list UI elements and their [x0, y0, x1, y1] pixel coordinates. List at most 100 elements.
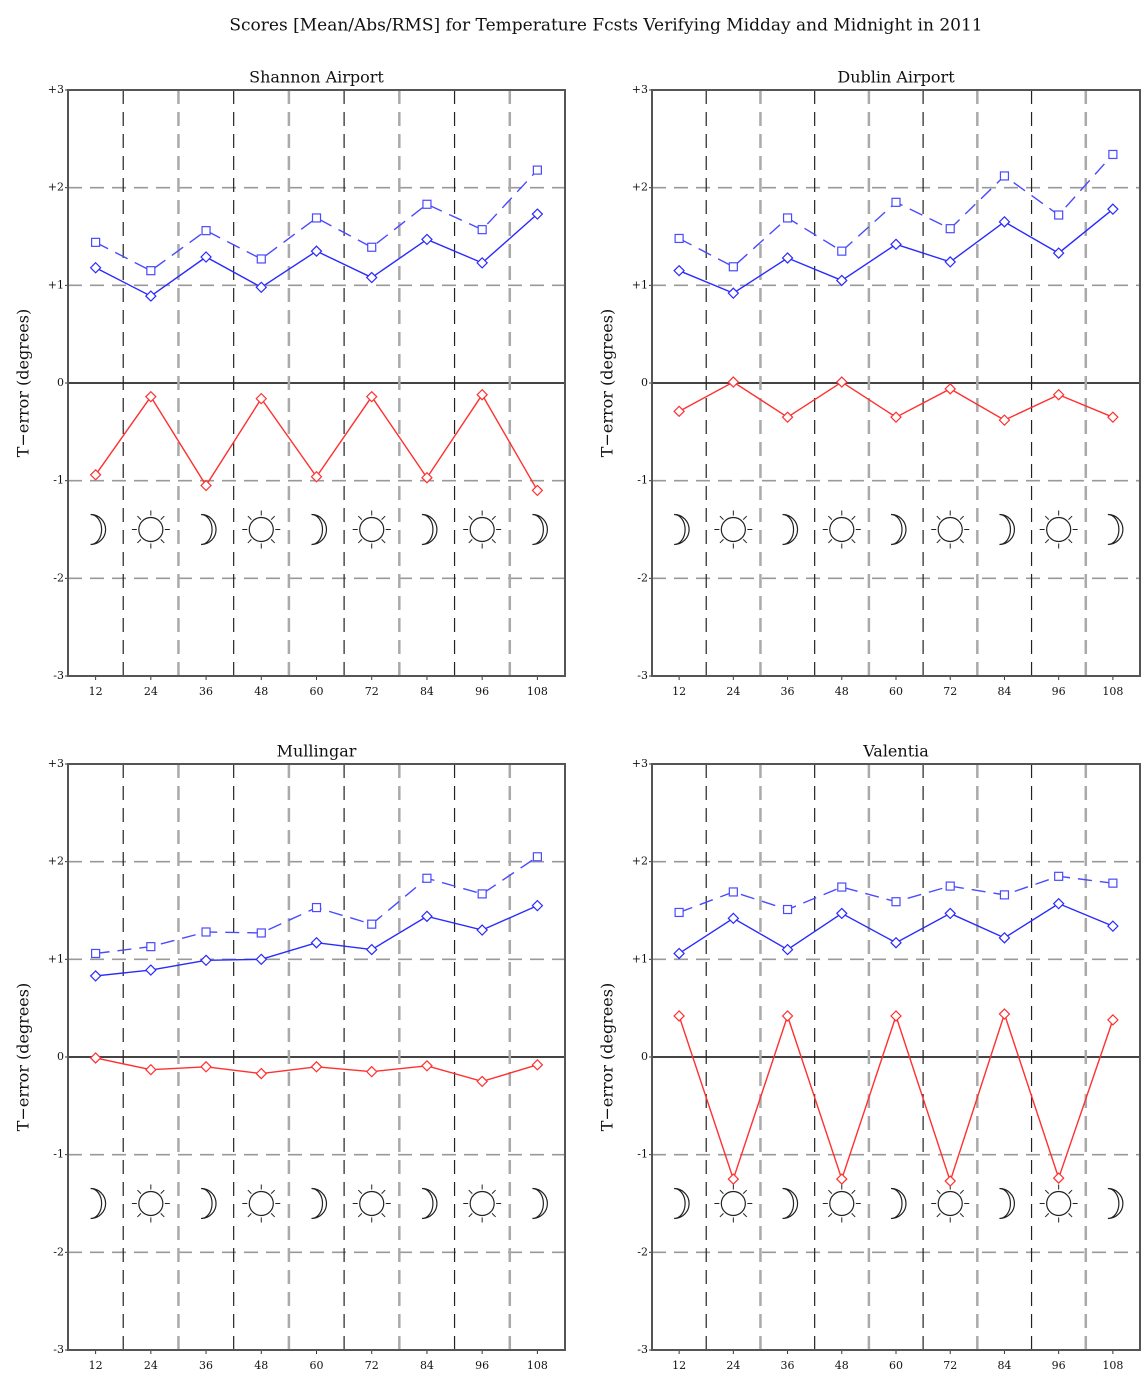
- marker: [835, 1173, 848, 1185]
- x-tick-label: 60: [889, 1359, 903, 1372]
- marker: [674, 907, 684, 918]
- marker: [781, 411, 794, 424]
- marker: [673, 947, 685, 960]
- series-line: [678, 1011, 1114, 1184]
- marker: [531, 899, 544, 912]
- sun-icon: [829, 1190, 855, 1217]
- moon-icon: [1107, 513, 1124, 546]
- marker: [89, 261, 102, 274]
- marker: [311, 213, 322, 223]
- marker: [89, 1052, 102, 1064]
- sun-ray: [851, 515, 856, 520]
- sun-ray: [936, 1213, 941, 1218]
- sun-ray: [270, 539, 276, 544]
- y-tick-label: -3: [637, 669, 648, 682]
- panel: Valentia T−error (degrees) +3 +2 +1 0 -1 -2 -3 12…: [598, 742, 1141, 1372]
- marker: [421, 233, 433, 246]
- x-tick-label: 96: [475, 685, 489, 698]
- marker: [999, 890, 1010, 900]
- y-tick-label: -1: [53, 474, 64, 487]
- panel: Mullingar T−error (degrees) +3 +2 +1 0 -1 -2 -3 1…: [14, 742, 566, 1372]
- marker: [200, 954, 212, 967]
- marker: [531, 484, 544, 497]
- marker: [146, 942, 156, 952]
- marker: [367, 919, 377, 929]
- sun-icon: [138, 516, 164, 543]
- sun-ray: [137, 1189, 142, 1194]
- marker: [255, 953, 268, 966]
- sun-ray: [160, 1189, 165, 1194]
- sun-ray: [959, 1189, 965, 1194]
- x-tick-label: 12: [672, 685, 686, 698]
- marker: [365, 1065, 378, 1078]
- x-tick-label: 72: [943, 685, 957, 698]
- x-tick-label: 48: [835, 1359, 849, 1372]
- marker: [944, 907, 957, 920]
- marker: [945, 224, 955, 234]
- sun-ray: [357, 1213, 363, 1218]
- y-tick-label: 0: [641, 376, 648, 389]
- sun-ray: [936, 539, 941, 544]
- marker: [1108, 878, 1118, 888]
- marker: [477, 225, 487, 235]
- moon-icon: [90, 1187, 107, 1220]
- marker: [782, 213, 793, 223]
- marker: [944, 383, 957, 395]
- sun-ray: [742, 1213, 748, 1218]
- y-tick-label: +2: [48, 181, 64, 194]
- marker: [255, 1067, 268, 1080]
- sun-ray: [381, 515, 386, 520]
- x-tick-label: 12: [672, 1359, 686, 1372]
- marker: [1054, 871, 1064, 881]
- sun-icon: [359, 516, 385, 543]
- marker: [1108, 149, 1118, 160]
- marker: [146, 266, 156, 276]
- moon-icon: [782, 1187, 799, 1220]
- x-tick-label: 96: [1052, 685, 1066, 698]
- sun-ray: [827, 539, 833, 544]
- moon-icon: [532, 1187, 548, 1220]
- sun-icon: [937, 516, 963, 543]
- marker: [999, 171, 1010, 181]
- y-axis-label: T−error (degrees): [14, 309, 33, 457]
- marker: [1107, 203, 1119, 216]
- sun-ray: [491, 515, 496, 520]
- sun-ray: [827, 1189, 833, 1194]
- sun-ray: [851, 539, 856, 544]
- marker: [367, 242, 377, 252]
- marker: [944, 256, 957, 268]
- x-tick-label: 60: [310, 685, 324, 698]
- sun-ray: [270, 1213, 276, 1218]
- x-tick-label: 48: [835, 685, 849, 698]
- sun-ray: [959, 539, 965, 544]
- marker: [998, 931, 1011, 944]
- y-tick-label: -3: [637, 1343, 648, 1356]
- moon-icon: [1107, 1187, 1124, 1220]
- x-tick-label: 96: [475, 1359, 489, 1372]
- series-line: [678, 875, 1113, 914]
- moon-icon: [674, 1187, 690, 1220]
- marker: [727, 912, 740, 925]
- moon-icon: [421, 513, 438, 546]
- x-tick-label: 72: [365, 685, 379, 698]
- sun-icon: [248, 1190, 274, 1217]
- sun-ray: [160, 1213, 165, 1218]
- y-tick-label: +2: [48, 855, 64, 868]
- marker: [144, 964, 157, 976]
- marker: [255, 281, 268, 294]
- marker: [91, 948, 101, 959]
- plot-frame: [651, 763, 1141, 1351]
- y-axis-label: T−error (degrees): [598, 983, 617, 1131]
- panel-title: Mullingar: [277, 742, 357, 761]
- sun-ray: [491, 1213, 496, 1218]
- sun-ray: [357, 515, 363, 520]
- marker: [476, 924, 489, 936]
- sun-ray: [381, 539, 386, 544]
- marker: [673, 1010, 685, 1022]
- moon-icon: [421, 1187, 438, 1220]
- marker: [421, 1059, 433, 1072]
- y-tick-label: -3: [53, 1343, 64, 1356]
- sun-ray: [936, 515, 941, 520]
- sun-ray: [827, 1213, 833, 1218]
- y-tick-label: 0: [57, 1050, 64, 1063]
